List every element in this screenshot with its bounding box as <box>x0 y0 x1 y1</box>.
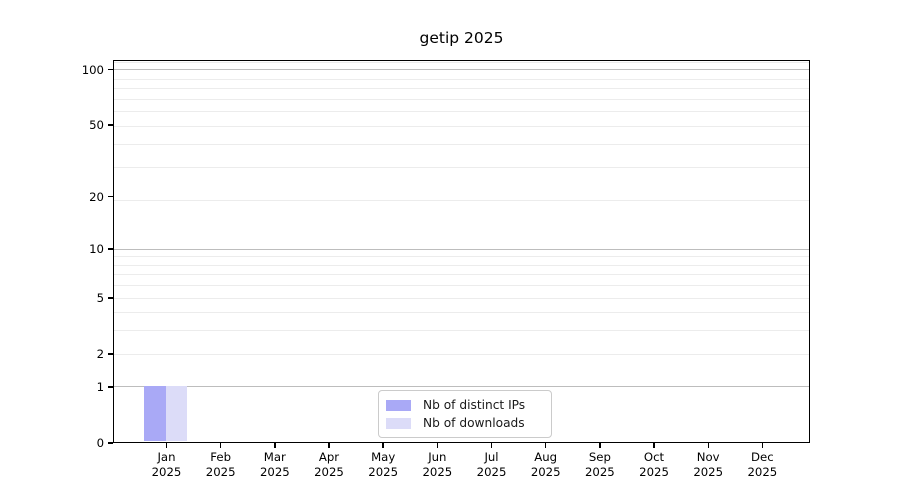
x-tick-mark <box>274 443 276 448</box>
gridline-minor <box>114 98 809 100</box>
x-tick-mark <box>219 443 222 448</box>
chart-title: getip 2025 <box>419 29 504 47</box>
bar-distinct-ips-jan <box>144 386 166 441</box>
gridline-minor <box>114 264 809 266</box>
y-tick-mark <box>108 196 113 198</box>
y-tick-label: 2 <box>96 347 104 362</box>
x-tick-label: Sep 2025 <box>584 450 615 479</box>
bar-downloads-jan <box>166 386 187 441</box>
x-tick-mark <box>165 443 168 448</box>
y-tick-mark <box>108 69 113 71</box>
y-tick-label: 100 <box>81 62 104 77</box>
x-tick-label: Aug 2025 <box>530 450 561 479</box>
gridline-minor <box>114 126 809 128</box>
gridline-major <box>114 69 809 71</box>
gridline-major <box>114 248 809 250</box>
gridline-major <box>114 386 809 388</box>
gridline-minor <box>114 274 809 276</box>
x-tick-mark <box>490 443 493 448</box>
y-tick-label: 10 <box>89 242 104 257</box>
x-tick-mark <box>328 443 330 448</box>
x-tick-mark <box>436 443 439 448</box>
gridline-minor <box>114 297 809 299</box>
x-tick-label: Jan 2025 <box>151 450 182 479</box>
x-tick-label: Dec 2025 <box>747 450 778 479</box>
x-tick-mark <box>707 443 709 448</box>
legend-label-distinct-ips: Nb of distinct IPs <box>423 398 526 412</box>
gridline-minor <box>114 200 809 202</box>
gridline-minor <box>114 256 809 258</box>
gridline-minor <box>114 88 809 90</box>
x-tick-label: Jul 2025 <box>476 450 507 479</box>
y-tick-label: 0 <box>96 436 104 450</box>
y-tick-mark <box>108 442 113 444</box>
legend-label-downloads: Nb of downloads <box>423 416 525 430</box>
legend-item-downloads: Nb of downloads <box>386 415 542 432</box>
gridline-minor <box>114 144 809 146</box>
legend-swatch-distinct-ips <box>386 399 411 411</box>
y-tick-label: 1 <box>96 379 104 394</box>
legend-item-distinct-ips: Nb of distinct IPs <box>386 397 542 414</box>
x-tick-mark <box>653 443 655 448</box>
x-tick-label: Oct 2025 <box>639 450 669 479</box>
x-tick-mark <box>544 443 547 448</box>
x-tick-label: Feb 2025 <box>205 450 236 479</box>
y-tick-label: 5 <box>96 291 104 306</box>
gridline-minor <box>114 353 809 355</box>
gridline-minor <box>114 167 809 169</box>
y-tick-label: 50 <box>89 118 104 133</box>
x-tick-label: Nov 2025 <box>693 450 724 479</box>
plot-area <box>113 60 810 443</box>
y-tick-mark <box>108 248 113 250</box>
y-tick-label: 20 <box>89 189 104 204</box>
gridline-minor <box>114 312 809 314</box>
y-tick-mark <box>108 353 113 355</box>
legend-swatch-downloads <box>386 417 411 429</box>
gridline-minor <box>114 78 809 80</box>
gridline-minor <box>114 330 809 332</box>
gridline-minor <box>114 285 809 287</box>
x-tick-label: Jun 2025 <box>422 450 453 479</box>
x-tick-label: Mar 2025 <box>259 450 290 479</box>
legend: Nb of distinct IPs Nb of downloads <box>378 390 552 438</box>
x-tick-mark <box>599 443 601 448</box>
y-tick-mark <box>108 297 113 299</box>
gridline-minor <box>114 111 809 113</box>
gridline-minor <box>114 62 809 64</box>
x-tick-mark <box>761 443 764 448</box>
x-tick-label: Apr 2025 <box>314 450 344 479</box>
x-tick-mark <box>382 443 384 448</box>
y-tick-mark <box>108 386 113 388</box>
y-tick-mark <box>108 124 113 126</box>
x-tick-label: May 2025 <box>368 450 399 479</box>
